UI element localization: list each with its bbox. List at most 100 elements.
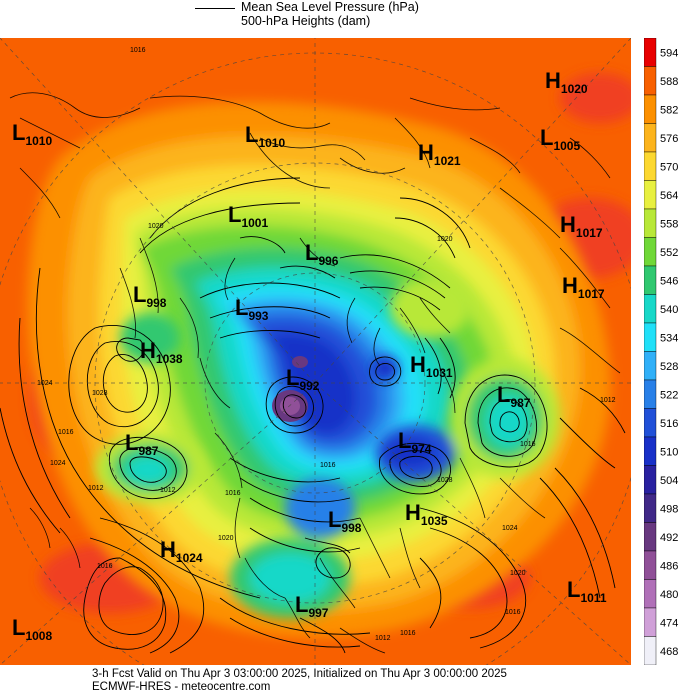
colorbar-swatch-534 xyxy=(644,322,657,352)
isobar-label-1020: 1020 xyxy=(218,535,234,542)
isobar-label-1012: 1012 xyxy=(600,397,616,404)
low-center-987: L987 xyxy=(497,382,531,410)
colorbar-label-474: 474 xyxy=(660,617,678,629)
colorbar-swatch-498 xyxy=(644,493,657,523)
model-source-text: ECMWF-HRES - meteocentre.com xyxy=(92,681,271,693)
low-center-997: L997 xyxy=(295,592,329,620)
isobar-label-1012: 1012 xyxy=(160,487,176,494)
isobars xyxy=(0,177,626,654)
colorbar-label-522: 522 xyxy=(660,389,678,401)
low-center-1010: L1010 xyxy=(12,120,52,148)
isobar-labels: 1016 1020 1024 1028 1024 1016 1012 1012 1016 1020… xyxy=(37,47,616,642)
colorbar-swatch-588 xyxy=(644,66,657,96)
high-center-1021: H1021 xyxy=(418,140,461,168)
colorbar-swatch-594 xyxy=(644,38,657,67)
colorbar-swatch-474 xyxy=(644,607,657,637)
colorbar-label-480: 480 xyxy=(660,589,678,601)
legend-heights-label: 500-hPa Heights (dam) xyxy=(241,14,371,28)
isobar-label-1024: 1024 xyxy=(50,460,66,467)
latitude-circles xyxy=(0,38,631,665)
colorbar-label-534: 534 xyxy=(660,332,678,344)
isobar-label-1028: 1028 xyxy=(92,390,108,397)
isobar-label-1016: 1016 xyxy=(520,441,536,448)
colorbar-swatch-552 xyxy=(644,237,657,267)
isobar-label-1016: 1016 xyxy=(505,609,521,616)
colorbar-swatch-582 xyxy=(644,94,657,124)
colorbar-label-582: 582 xyxy=(660,104,678,116)
colorbar-swatch-540 xyxy=(644,294,657,324)
colorbar-swatch-546 xyxy=(644,265,657,295)
colorbar-label-588: 588 xyxy=(660,76,678,88)
high-center-1038: H1038 xyxy=(140,338,183,366)
low-center-998: L998 xyxy=(133,282,167,310)
colorbar-swatch-576 xyxy=(644,123,657,153)
colorbar-swatch-510 xyxy=(644,436,657,466)
low-center-1010: L1010 xyxy=(245,122,285,150)
low-center-1008: L1008 xyxy=(12,615,52,643)
isobar-label-1016: 1016 xyxy=(400,630,416,637)
colorbar-swatch-492 xyxy=(644,522,657,552)
isobar-label-1024: 1024 xyxy=(37,380,53,387)
low-center-993: L993 xyxy=(235,295,269,323)
colorbar-label-510: 510 xyxy=(660,446,678,458)
colorbar-swatch-570 xyxy=(644,151,657,181)
colorbar-swatch-564 xyxy=(644,180,657,210)
isobar-label-1016: 1016 xyxy=(58,429,74,436)
legend-mslp-label: Mean Sea Level Pressure (hPa) xyxy=(241,0,419,14)
colorbar-swatch-504 xyxy=(644,465,657,495)
colorbar-label-594: 594 xyxy=(660,47,678,59)
colorbar-label-564: 564 xyxy=(660,190,678,202)
colorbar-label-576: 576 xyxy=(660,133,678,145)
high-center-1017: H1017 xyxy=(560,212,603,240)
colorbar-label-528: 528 xyxy=(660,361,678,373)
low-center-998: L998 xyxy=(328,507,362,535)
high-center-1020: H1020 xyxy=(545,68,588,96)
colorbar-label-558: 558 xyxy=(660,218,678,230)
colorbar-label-570: 570 xyxy=(660,161,678,173)
isobar-label-1020: 1020 xyxy=(148,223,164,230)
colorbar-swatch-480 xyxy=(644,579,657,609)
low-center-1005: L1005 xyxy=(540,125,580,153)
weather-map: 1016 1020 1024 1028 1024 1016 1012 1012 1016 1020… xyxy=(0,38,631,665)
colorbar-label-540: 540 xyxy=(660,304,678,316)
isobar-label-1012: 1012 xyxy=(88,485,104,492)
pressure-centers: L1010 L1010 H1020 L1005 H1021 L1001 H1017 L996 L… xyxy=(12,68,607,643)
colorbar-label-492: 492 xyxy=(660,532,678,544)
isobar-label-1016: 1016 xyxy=(130,47,146,54)
colorbar-swatch-528 xyxy=(644,351,657,381)
color-scale: 594 588 582 576 570 564 558 552 546 540 534 528 522 5… xyxy=(644,38,678,665)
high-center-1017: H1017 xyxy=(562,273,605,301)
colorbar-label-504: 504 xyxy=(660,475,678,487)
isobar-line-sample xyxy=(195,8,235,9)
low-center-996: L996 xyxy=(305,240,339,268)
isobar-label-1024: 1024 xyxy=(502,525,518,532)
colorbar-label-552: 552 xyxy=(660,247,678,259)
colorbar-label-468: 468 xyxy=(660,646,678,658)
low-center-1001: L1001 xyxy=(228,202,268,230)
isobar-label-1020: 1020 xyxy=(510,570,526,577)
colorbar-swatch-516 xyxy=(644,408,657,438)
high-center-1024: H1024 xyxy=(160,537,203,565)
low-center-974: L974 xyxy=(398,428,432,456)
footer: 3-h Fcst Valid on Thu Apr 3 03:00:00 202… xyxy=(92,668,507,694)
forecast-valid-text: 3-h Fcst Valid on Thu Apr 3 03:00:00 202… xyxy=(92,668,507,680)
height-fill-deep-lows xyxy=(272,356,308,422)
isobar-label-1016: 1016 xyxy=(225,490,241,497)
colorbar-label-498: 498 xyxy=(660,503,678,515)
isobar-label-1020: 1020 xyxy=(437,236,453,243)
colorbar-label-546: 546 xyxy=(660,275,678,287)
low-center-992: L992 xyxy=(286,365,320,393)
low-center-1011: L1011 xyxy=(567,577,607,605)
coastlines xyxy=(9,92,621,654)
high-center-1035: H1035 xyxy=(405,500,448,528)
colorbar-label-516: 516 xyxy=(660,418,678,430)
map-legend: Mean Sea Level Pressure (hPa) 500-hPa He… xyxy=(195,0,525,34)
isobar-label-1012: 1012 xyxy=(375,635,391,642)
colorbar-swatch-558 xyxy=(644,208,657,238)
low-center-987: L987 xyxy=(125,430,159,458)
isobar-label-1016: 1016 xyxy=(320,462,336,469)
colorbar-swatch-468 xyxy=(644,636,657,665)
isobar-label-1028: 1028 xyxy=(437,477,453,484)
colorbar-label-486: 486 xyxy=(660,560,678,572)
colorbar-swatch-522 xyxy=(644,379,657,409)
